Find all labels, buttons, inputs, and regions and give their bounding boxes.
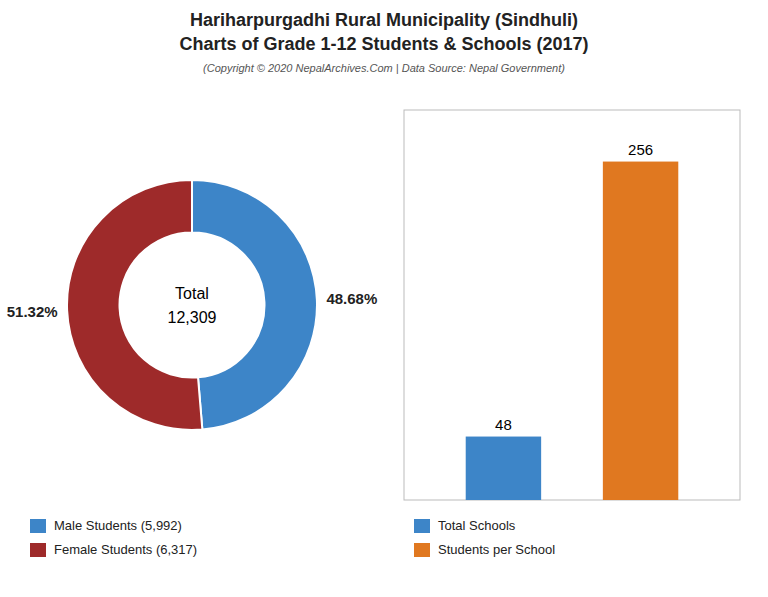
data-label: 51.32% [7,303,58,320]
legend-swatch [30,519,46,533]
legend-label: Students per School [438,542,555,557]
legend-swatch [30,543,46,557]
legend: Total Schools Students per School [414,518,555,557]
legend-label: Total Schools [438,518,516,533]
data-label: 256 [628,141,653,158]
legend-label: Female Students (6,317) [54,542,197,557]
data-label: 48 [495,416,512,433]
title: Hariharpurgadhi Rural Municipality (Sind… [190,10,578,30]
chart-root: Hariharpurgadhi Rural Municipality (Sind… [0,0,768,597]
bar [466,437,541,500]
data-label: 48.68% [326,290,377,307]
donut-slice [192,180,317,430]
bar [603,162,678,500]
bars [466,162,679,500]
donut: 48.68% 51.32% Total 12,309 [7,180,378,430]
donut-slice [67,180,202,430]
legend: Male Students (5,992) Female Students (6,… [30,518,197,557]
subtitle: (Copyright © 2020 NepalArchives.Com | Da… [203,62,565,74]
center-text: Total [175,285,209,302]
plot-frame [404,110,740,500]
legend-swatch [414,543,430,557]
legend-label: Male Students (5,992) [54,518,182,533]
center-text: 12,309 [168,309,217,326]
legend-swatch [414,519,430,533]
title: Charts of Grade 1-12 Students & Schools … [179,34,588,54]
